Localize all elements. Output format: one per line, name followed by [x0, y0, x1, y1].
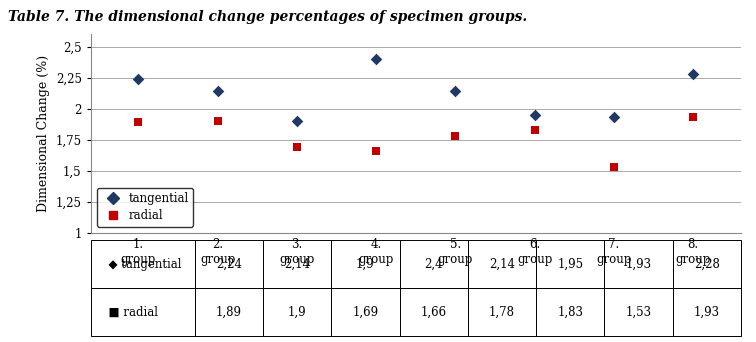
Point: [528, 127, 541, 132]
Point: [687, 71, 699, 77]
Point: [449, 89, 461, 94]
Point: [291, 144, 303, 150]
Point: [132, 76, 144, 82]
Point: [212, 89, 224, 94]
Point: [212, 118, 224, 124]
Point: [608, 115, 620, 120]
Point: [608, 164, 620, 170]
Legend: tangential, radial: tangential, radial: [97, 188, 194, 227]
Point: [370, 148, 383, 154]
Y-axis label: Dimensional Change (%): Dimensional Change (%): [37, 55, 50, 212]
Point: [687, 115, 699, 120]
Point: [291, 118, 303, 124]
Point: [370, 56, 383, 62]
Point: [449, 133, 461, 139]
Point: [528, 112, 541, 118]
Point: [132, 119, 144, 125]
Text: Table 7. The dimensional change percentages of specimen groups.: Table 7. The dimensional change percenta…: [8, 10, 527, 24]
